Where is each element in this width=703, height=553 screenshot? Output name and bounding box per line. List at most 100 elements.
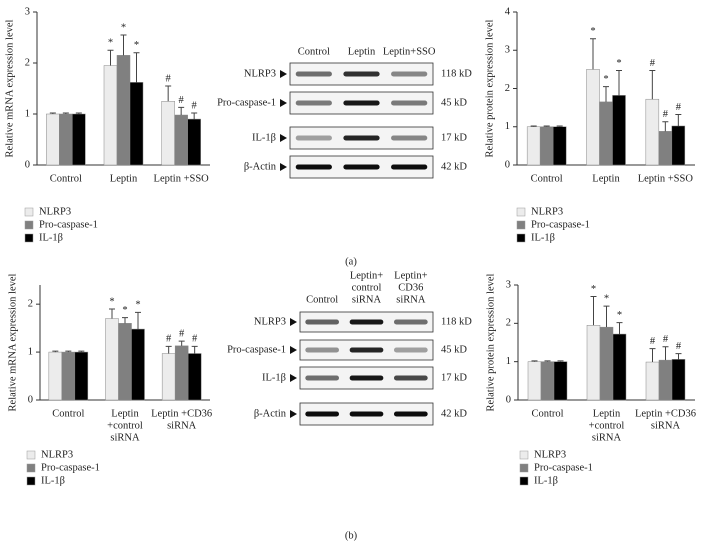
bar (671, 125, 686, 166)
legend-label: NLRP3 (531, 206, 563, 217)
bar (599, 326, 614, 401)
y-tick-label: 0 (505, 159, 510, 170)
significance-marker: # (179, 95, 185, 106)
legend-label: Pro-caspase-1 (39, 219, 98, 230)
legend-swatch (26, 463, 36, 473)
significance-marker: * (108, 38, 113, 49)
blot-row-label: IL-1β (262, 372, 286, 383)
blot-band (391, 135, 428, 141)
blot-band (349, 375, 384, 381)
legend-label: NLRP3 (534, 449, 566, 460)
error-bar (62, 112, 69, 114)
panel-label: (a) (345, 256, 357, 267)
x-tick-label: Control (52, 408, 84, 419)
bar (526, 126, 541, 166)
significance-marker: # (179, 328, 185, 339)
blot-band (393, 347, 428, 353)
blot-band (295, 135, 332, 141)
significance-marker: * (617, 310, 622, 321)
blot-band (343, 100, 380, 106)
error-bar (590, 38, 596, 70)
blot-column-label: Leptin+SSO (383, 46, 436, 57)
blot-size-label: 118 kD (441, 316, 472, 327)
error-bar (603, 86, 609, 102)
bar (129, 82, 144, 166)
x-tick-label: Leptin (111, 408, 139, 419)
bar (586, 69, 600, 166)
legend-label: IL-1β (531, 232, 555, 243)
blot-band (349, 347, 384, 353)
row-arrow (280, 70, 287, 78)
row-arrow (280, 99, 287, 107)
error-bar (191, 345, 198, 354)
blot-column-label: Leptin (348, 46, 376, 57)
legend-swatch (24, 233, 34, 243)
error-bar (649, 348, 656, 363)
blot-row-label: NLRP3 (254, 316, 286, 327)
blot-band (393, 319, 428, 325)
bar (645, 361, 660, 401)
y-tick-label: 2 (505, 83, 510, 94)
blot-row-label: β-Actin (254, 408, 287, 419)
bar (527, 361, 542, 401)
blot-band (295, 100, 332, 106)
bar (174, 345, 189, 401)
error-bar (556, 125, 563, 127)
error-bar (675, 353, 682, 360)
bar (552, 126, 567, 166)
blot-column-label: Control (298, 46, 330, 57)
row-arrow (280, 134, 287, 142)
blot-size-label: 17 kD (441, 372, 467, 383)
blot-size-label: 42 kD (441, 161, 467, 172)
bar (612, 333, 627, 401)
blot-size-label: 17 kD (441, 132, 467, 143)
blot-row-label: Pro-caspase-1 (217, 97, 276, 108)
legend-swatch (519, 463, 529, 473)
blot-row-label: Pro-caspase-1 (227, 344, 286, 355)
error-bar (544, 360, 551, 362)
error-bar (78, 350, 85, 353)
row-arrow (290, 318, 297, 326)
y-tick-label: 2 (28, 299, 33, 310)
legend-swatch (26, 476, 36, 486)
legend-label: IL-1β (41, 475, 65, 486)
error-bar (65, 350, 72, 353)
legend-label: NLRP3 (41, 449, 73, 460)
bar (599, 101, 613, 166)
legend-swatch (516, 220, 526, 230)
blot-band (305, 411, 340, 417)
x-tick-label: Control (50, 173, 82, 184)
y-axis-label: Relative protein expression level (484, 19, 495, 157)
error-bar (107, 49, 114, 66)
bar (553, 361, 568, 401)
error-bar (178, 106, 185, 116)
x-tick-label: Leptin +CD36 (151, 408, 212, 419)
significance-marker: # (663, 109, 669, 120)
x-tick-label: Control (531, 408, 563, 419)
row-arrow (280, 163, 287, 171)
blot-band (305, 375, 340, 381)
y-tick-label: 1 (28, 346, 33, 357)
bar (174, 114, 188, 166)
blot-size-label: 45 kD (441, 344, 467, 355)
blot-size-label: 45 kD (441, 97, 467, 108)
bar (48, 351, 63, 401)
x-tick-label: Leptin (110, 173, 138, 184)
error-bar (165, 345, 172, 354)
legend-label: NLRP3 (39, 206, 71, 217)
error-bar (49, 112, 56, 114)
error-bar (530, 125, 537, 127)
y-tick-label: 0 (506, 394, 511, 405)
error-bar (135, 311, 141, 330)
legend-swatch (519, 450, 529, 460)
error-bar (120, 34, 127, 56)
error-bar (531, 360, 538, 362)
blot-band (391, 100, 428, 106)
y-tick-label: 1 (25, 108, 30, 119)
bar (187, 118, 201, 166)
significance-marker: # (166, 73, 172, 84)
y-tick-label: 3 (506, 279, 511, 290)
error-bar (616, 70, 622, 96)
blot-column-label: CD36 (398, 282, 423, 293)
